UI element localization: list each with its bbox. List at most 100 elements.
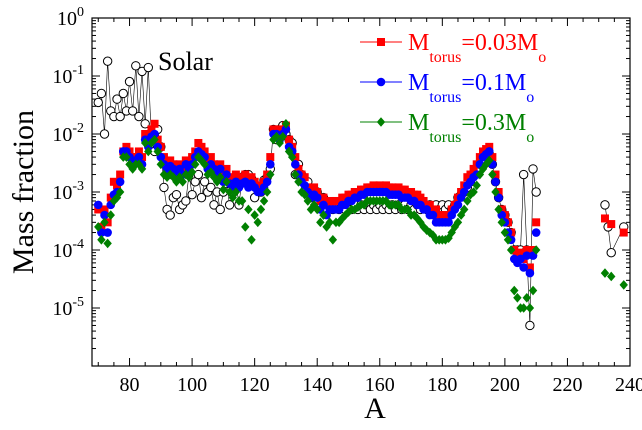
data-point bbox=[206, 153, 215, 162]
data-point bbox=[600, 200, 610, 210]
data-point bbox=[187, 189, 197, 200]
x-tick-label: 100 bbox=[177, 374, 207, 396]
data-point bbox=[488, 153, 497, 162]
x-tick-label: 120 bbox=[240, 374, 270, 396]
data-point bbox=[275, 138, 284, 148]
x-tick-label: 140 bbox=[302, 374, 332, 396]
series-group-2 bbox=[93, 125, 541, 278]
legend-marker bbox=[377, 38, 385, 46]
data-point bbox=[106, 210, 115, 220]
data-point bbox=[122, 152, 131, 162]
data-point bbox=[606, 247, 616, 258]
data-point bbox=[522, 292, 531, 303]
series-group-3 bbox=[94, 118, 628, 313]
data-point bbox=[428, 210, 438, 220]
data-point bbox=[118, 88, 128, 99]
data-point bbox=[328, 234, 338, 245]
data-point bbox=[525, 268, 535, 278]
data-point bbox=[607, 271, 616, 282]
data-point bbox=[159, 169, 169, 180]
data-point bbox=[619, 280, 628, 290]
legend-label: Mtorus=0.1Mo bbox=[408, 70, 534, 106]
data-point bbox=[513, 292, 522, 303]
data-point bbox=[310, 183, 319, 192]
data-point bbox=[425, 200, 434, 209]
data-point bbox=[222, 176, 231, 187]
data-point bbox=[300, 173, 309, 182]
data-point bbox=[441, 234, 450, 245]
legend: Mtorus=0.03Mo Mtorus=0.1Mo Mtorus=0.3Mo bbox=[360, 30, 546, 146]
data-point bbox=[516, 248, 525, 257]
data-point bbox=[172, 176, 181, 187]
data-point bbox=[175, 172, 184, 182]
data-point bbox=[528, 164, 538, 174]
data-point bbox=[488, 169, 497, 180]
data-point bbox=[453, 200, 463, 210]
data-point bbox=[313, 204, 322, 215]
data-point bbox=[102, 56, 113, 66]
y-tick-label: 10-1 bbox=[52, 63, 84, 88]
y-axis-label: Mass fraction bbox=[7, 110, 40, 274]
data-point bbox=[94, 205, 103, 214]
legend-marker bbox=[376, 117, 386, 127]
data-point bbox=[519, 303, 528, 313]
data-point bbox=[93, 97, 103, 108]
data-point bbox=[285, 135, 294, 144]
data-point bbox=[175, 160, 184, 169]
data-point bbox=[259, 196, 269, 206]
data-point bbox=[619, 228, 628, 237]
data-point bbox=[316, 217, 325, 228]
data-point bbox=[463, 196, 472, 206]
data-point bbox=[500, 227, 510, 238]
data-point bbox=[294, 176, 303, 187]
text-layer: A Mass fraction Solar bbox=[7, 47, 386, 425]
data-point bbox=[150, 119, 159, 128]
data-point bbox=[531, 245, 541, 255]
data-point bbox=[319, 193, 328, 202]
x-tick-label: 180 bbox=[427, 374, 457, 396]
data-point bbox=[322, 222, 331, 232]
data-point bbox=[432, 205, 441, 214]
data-point bbox=[266, 169, 275, 180]
data-point bbox=[215, 204, 225, 215]
data-point bbox=[281, 118, 291, 129]
data-point bbox=[127, 106, 138, 116]
data-point bbox=[525, 303, 535, 313]
data-point bbox=[181, 196, 191, 206]
data-point bbox=[478, 164, 488, 174]
data-point bbox=[291, 169, 300, 180]
data-point bbox=[460, 204, 469, 215]
data-point bbox=[196, 192, 207, 203]
data-point bbox=[532, 218, 541, 227]
data-point bbox=[159, 182, 169, 193]
data-point bbox=[209, 200, 219, 210]
data-point bbox=[144, 146, 153, 157]
legend-label: Mtorus=0.3Mo bbox=[408, 110, 534, 146]
data-point bbox=[191, 159, 200, 170]
data-point bbox=[459, 187, 469, 197]
data-point bbox=[422, 225, 431, 235]
data-point bbox=[281, 125, 291, 134]
data-point bbox=[125, 159, 134, 170]
data-point bbox=[184, 172, 194, 182]
y-tick-label: 10-4 bbox=[52, 237, 84, 262]
solar-annotation: Solar bbox=[158, 47, 213, 76]
data-point bbox=[141, 130, 150, 138]
data-point bbox=[162, 172, 172, 182]
data-point bbox=[244, 204, 253, 215]
data-point bbox=[607, 220, 616, 229]
data-point bbox=[531, 187, 541, 197]
data-point bbox=[103, 238, 112, 249]
data-point bbox=[247, 173, 256, 182]
data-point bbox=[262, 177, 272, 187]
data-point bbox=[131, 61, 141, 71]
data-point bbox=[519, 263, 528, 272]
data-point bbox=[224, 200, 235, 210]
plot-frame-layer: 80 100 120 140 160 180 200 220 240 100 10-1 10-2 10-… bbox=[52, 5, 642, 396]
data-point bbox=[522, 251, 532, 260]
data-point bbox=[150, 134, 159, 145]
data-point bbox=[200, 159, 209, 170]
data-point bbox=[253, 217, 262, 228]
data-point bbox=[169, 172, 178, 182]
